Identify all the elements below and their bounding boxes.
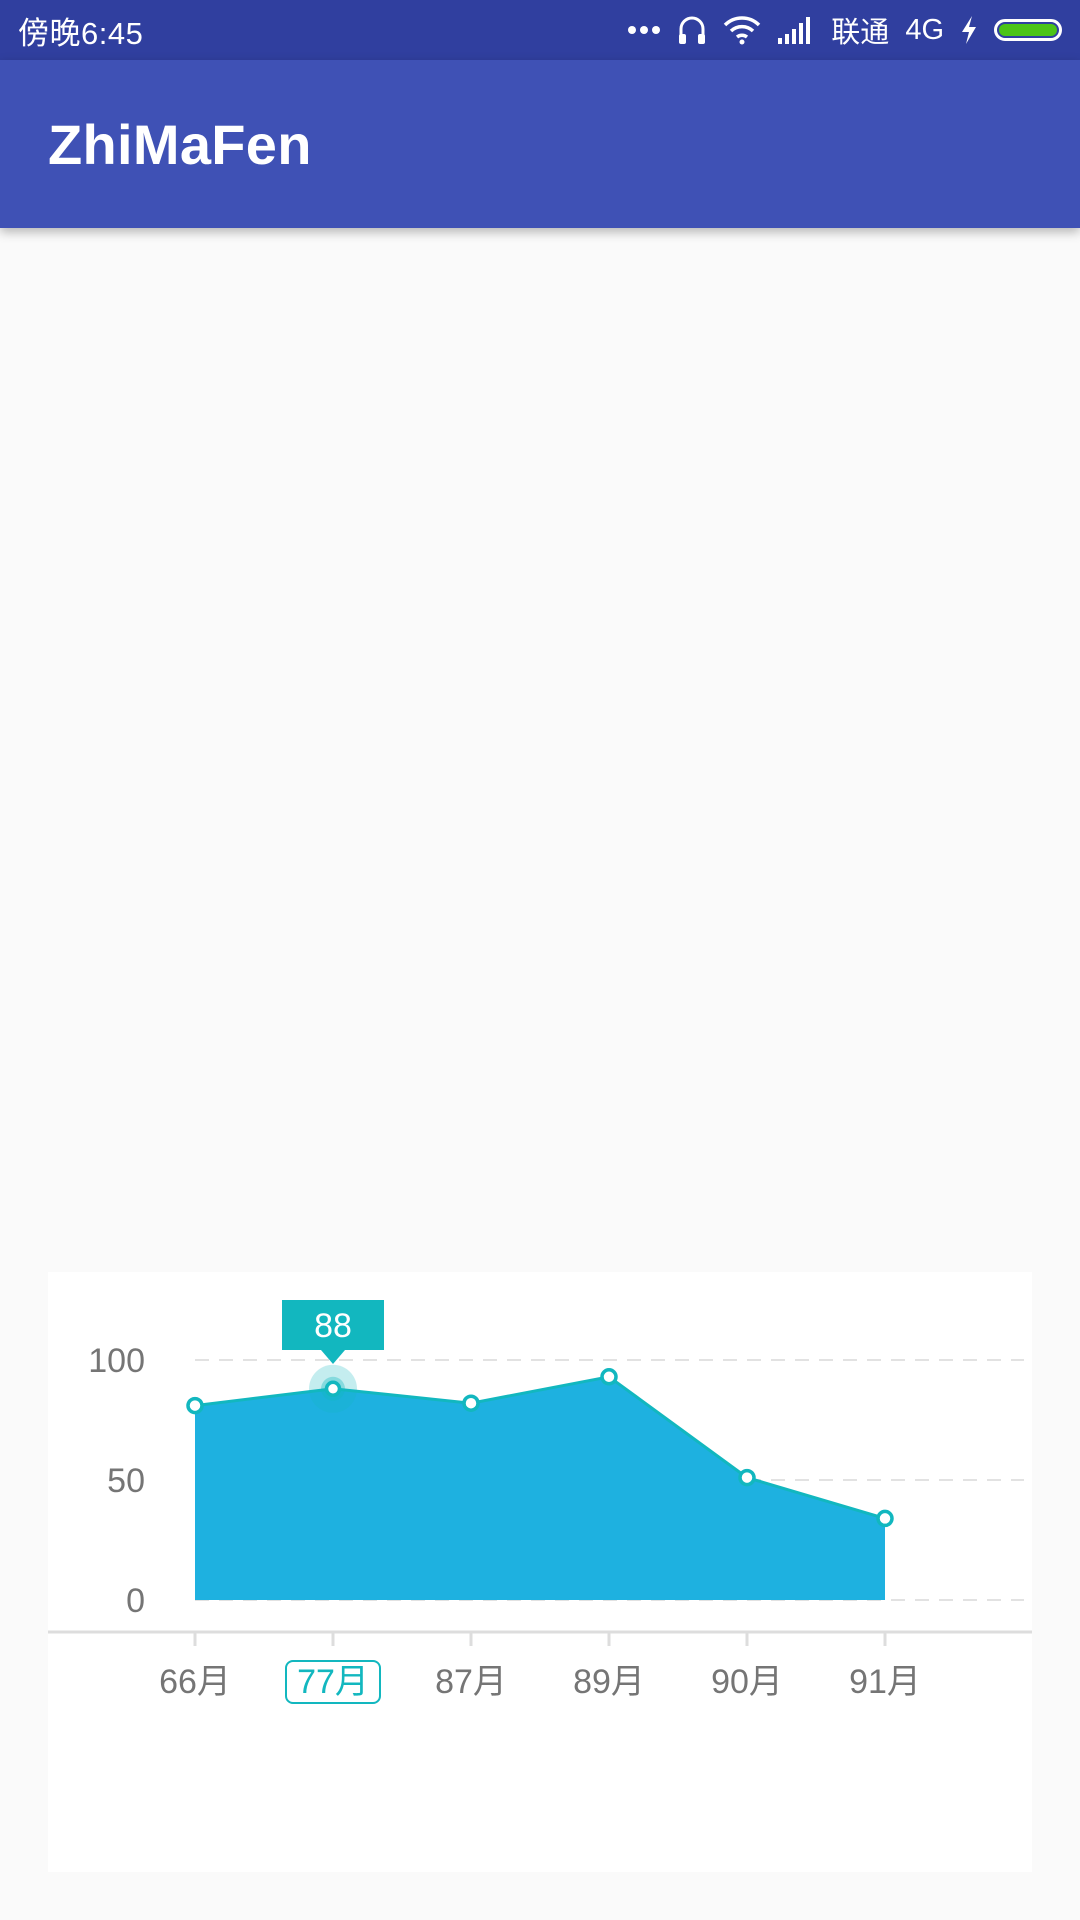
area-chart: 100 50 0 66月 77月 87月 89月 90月 91月 88 [48,1300,1032,1704]
signal-icon [777,16,815,44]
x-tick-label: 77月 [297,1663,369,1701]
battery-icon [994,19,1062,41]
x-tick-label: 87月 [435,1663,507,1701]
y-tick-label: 0 [126,1582,145,1620]
data-point [738,1468,756,1487]
chart-card: 100 50 0 66月 77月 87月 89月 90月 91月 88 [48,1272,1032,1872]
x-axis: 66月 77月 87月 89月 90月 91月 [48,1630,1032,1704]
x-tick-label: 90月 [711,1663,783,1701]
headset-icon [677,14,707,46]
battery-level [999,24,1057,36]
x-tick-label: 66月 [159,1663,231,1701]
status-bar: 傍晚6:45 联通 4G [0,0,1080,60]
status-icons: 联通 4G [627,9,1062,51]
y-tick-label: 50 [107,1462,145,1500]
app-bar: ZhiMaFen [0,60,1080,228]
y-tick-label: 100 [88,1342,145,1380]
tooltip-box [282,1300,384,1350]
wifi-icon [723,15,761,45]
selected-x-label-box [285,1660,381,1704]
tooltip-pointer [321,1350,345,1364]
status-time: 傍晚6:45 [18,15,144,51]
carrier-label: 联通 [831,17,890,49]
data-point [186,1396,204,1415]
more-dots-icon [627,24,661,36]
data-point [324,1380,342,1398]
data-point [600,1368,618,1386]
y-axis: 100 50 0 [88,1342,145,1620]
x-tick-label: 89月 [573,1663,645,1701]
data-point [462,1394,480,1412]
x-tick-label: 91月 [849,1663,921,1701]
chart-area [194,1375,886,1600]
charging-bolt-icon [960,15,978,45]
chart-points [186,1364,894,1528]
series-line [194,1375,886,1520]
selected-value-tooltip: 88 [282,1300,384,1364]
network-label: 4G [905,13,944,46]
app-title: ZhiMaFen [48,112,312,176]
area-fill [195,1376,885,1600]
tooltip-value: 88 [314,1307,352,1345]
data-point [876,1509,894,1528]
